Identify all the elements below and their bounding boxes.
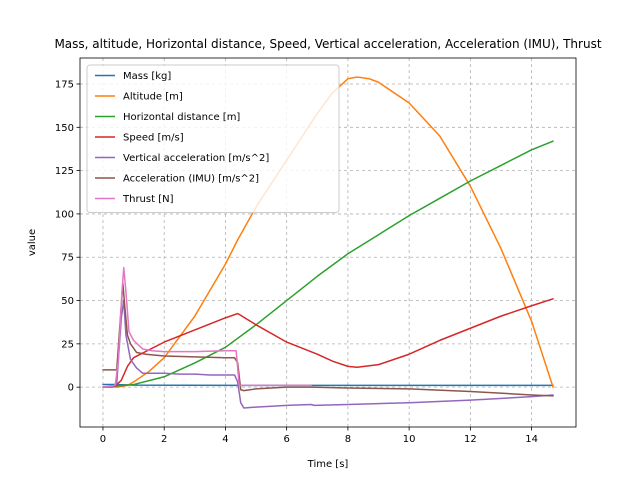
legend-label-altitude-m: Altitude [m]	[123, 92, 183, 103]
y-tick-label: 75	[61, 253, 74, 264]
y-tick-label: 0	[68, 383, 74, 394]
x-tick-label: 4	[222, 434, 228, 445]
x-tick-label: 6	[283, 434, 289, 445]
legend-label-mass-kg: Mass [kg]	[123, 71, 171, 82]
series-line-mass-kg	[102, 383, 554, 387]
chart-title: Mass, altitude, Horizontal distance, Spe…	[54, 37, 601, 51]
legend[interactable]: Mass [kg] Altitude [m] Horizontal distance…	[86, 64, 340, 213]
plot-frame	[79, 57, 577, 428]
x-tick-label: 10	[403, 434, 416, 445]
y-tick-label: 25	[61, 339, 74, 350]
x-tick-label: 14	[525, 434, 538, 445]
legend-label-acceleration-imu-m-s-2: Acceleration (IMU) [m/s^2]	[123, 174, 259, 185]
legend-label-vertical-acceleration-m-s-2: Vertical acceleration [m/s^2]	[123, 153, 269, 164]
y-tick-label: 150	[55, 123, 74, 134]
legend-box	[86, 64, 340, 213]
legend-label-speed-m-s: Speed [m/s]	[123, 133, 184, 144]
y-tick-label: 175	[55, 79, 74, 90]
series-line-thrust-n	[102, 266, 312, 388]
y-tick-label: 100	[55, 209, 74, 220]
x-tick-label: 2	[161, 434, 167, 445]
series-line-vertical-acceleration-m-s-2	[102, 299, 554, 409]
y-tick-label: 125	[55, 166, 74, 177]
x-tick-label: 0	[100, 434, 106, 445]
series-line-horizontal-distance-m	[102, 140, 554, 388]
y-axis-label: value	[27, 229, 38, 256]
legend-label-horizontal-distance-m: Horizontal distance [m]	[123, 112, 240, 123]
x-axis-label: Time [s]	[307, 459, 349, 470]
x-tick-label: 12	[464, 434, 477, 445]
axis-ticks: 0 2 4 6 8 10 12 14 0 25 50 75 100 125 150 175	[55, 79, 538, 445]
legend-label-thrust-n: Thrust [N]	[122, 194, 174, 205]
y-tick-label: 50	[61, 296, 74, 307]
series-line-speed-m-s	[102, 298, 554, 388]
x-tick-label: 8	[345, 434, 351, 445]
